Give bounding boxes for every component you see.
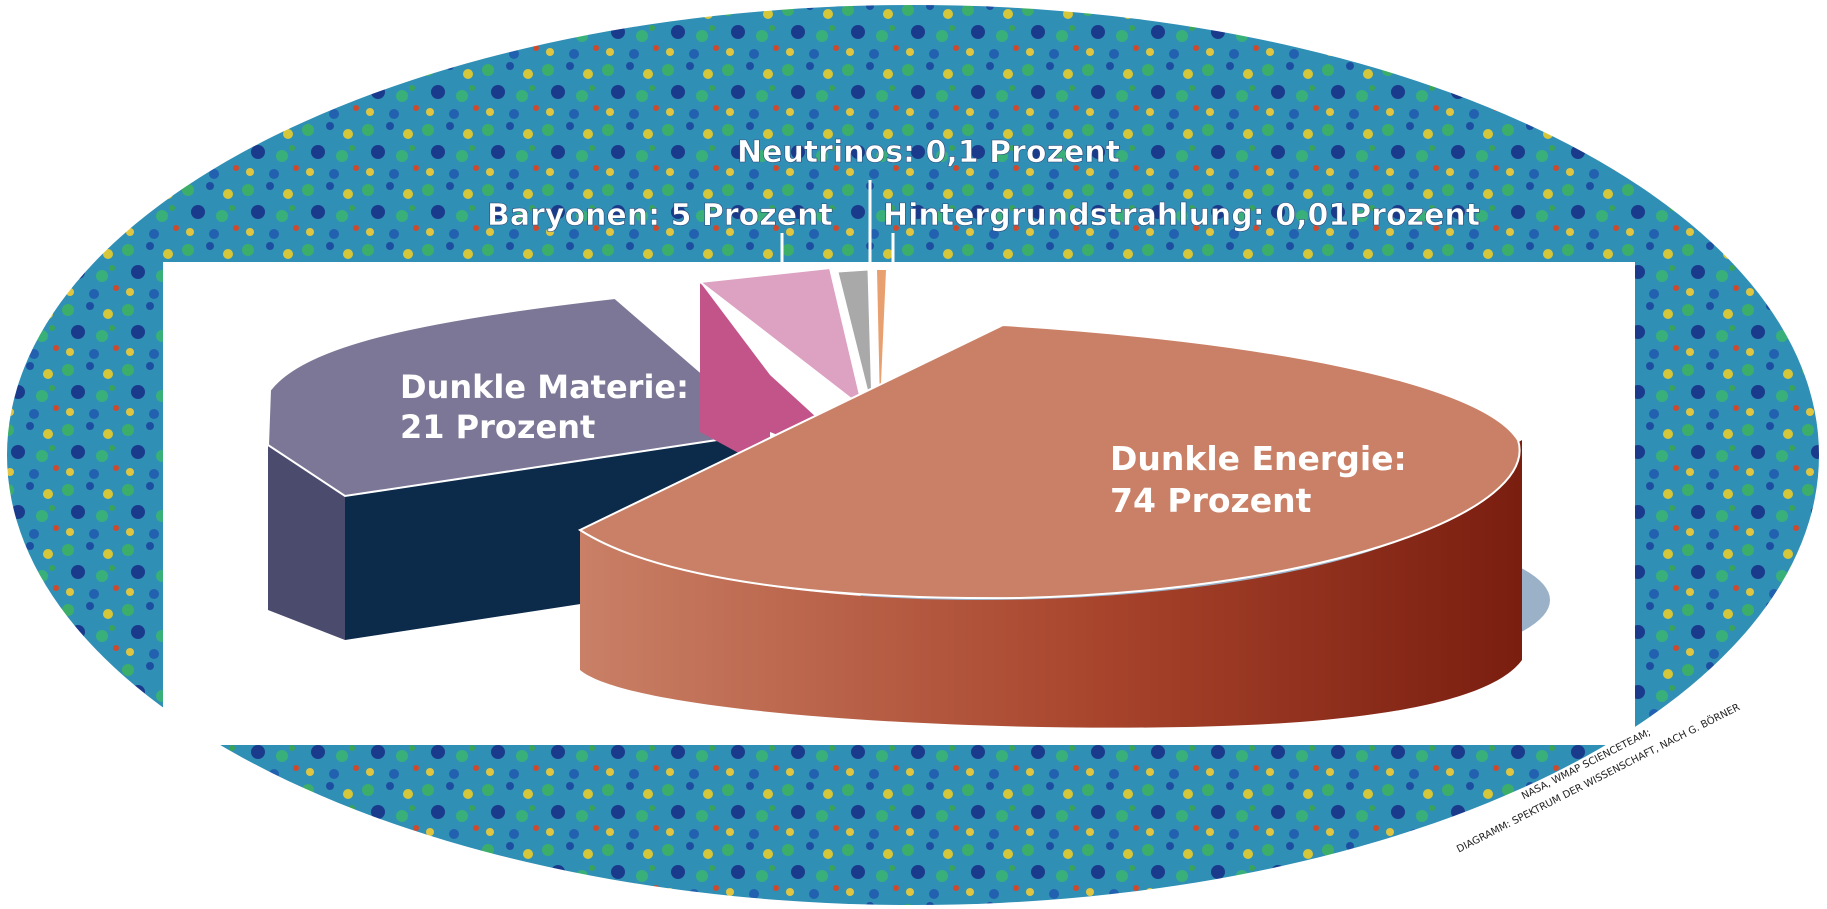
neutrinos-top <box>837 269 873 409</box>
materie-top <box>266 296 773 498</box>
slice-dunkle-energie <box>577 323 1522 728</box>
label-dunkle-materie-line2: 21 Prozent <box>400 408 595 446</box>
hintergrund-top <box>877 270 886 405</box>
top-labels: Neutrinos: 0,1 Prozent Baryonen: 5 Proze… <box>487 135 1481 234</box>
label-dunkle-energie-line2: 74 Prozent <box>1110 481 1312 520</box>
label-dunkle-materie-line1: Dunkle Materie: <box>400 368 689 406</box>
label-hintergrundstrahlung: Hintergrundstrahlung: 0,01Prozent <box>883 198 1480 233</box>
energie-side <box>580 440 1522 728</box>
label-neutrinos: Neutrinos: 0,1 Prozent <box>737 135 1120 170</box>
baryonen-front <box>700 282 770 470</box>
label-dunkle-energie-line1: Dunkle Energie: <box>1110 439 1407 478</box>
label-baryonen: Baryonen: 5 Prozent <box>487 198 833 233</box>
energie-top <box>577 323 1521 600</box>
baryonen-top <box>697 266 865 411</box>
slice-labels: Dunkle Materie: 21 Prozent Dunkle Energi… <box>400 368 1407 520</box>
slice-hintergrundstrahlung <box>877 270 886 405</box>
leader-lines <box>780 180 895 268</box>
materie-side <box>268 445 345 640</box>
